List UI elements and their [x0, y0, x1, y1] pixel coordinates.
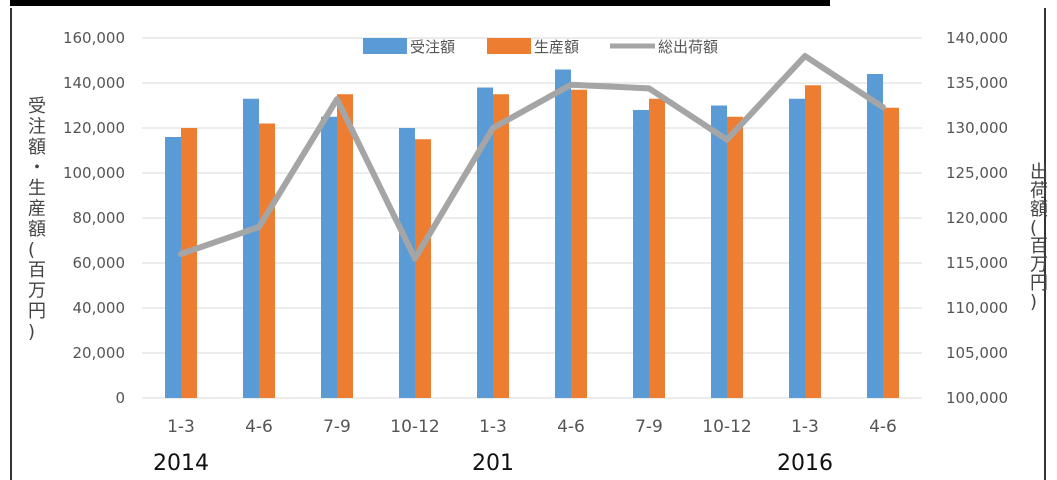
- year-label: 2016: [777, 451, 833, 476]
- bar-orders: [243, 98, 259, 398]
- left-axis-title: 受注額・生産額(百万円): [28, 96, 46, 343]
- bar-orders: [165, 137, 181, 398]
- bar-production: [883, 107, 899, 398]
- category-label: 1-3: [479, 417, 507, 437]
- right-tick-label: 120,000: [946, 209, 1008, 227]
- bar-production: [649, 98, 665, 398]
- bar-production: [727, 116, 743, 398]
- left-tick-label: 140,000: [63, 74, 125, 92]
- left-tick-label: 100,000: [63, 164, 125, 182]
- bar-orders: [711, 105, 727, 398]
- left-axis-ticks: 0 20,000 40,000 60,000 80,000 100,000 120,000 1…: [63, 29, 125, 407]
- bar-orders: [633, 110, 649, 398]
- right-tick-label: 140,000: [946, 29, 1008, 47]
- right-tick-label: 115,000: [946, 254, 1008, 272]
- bars: [165, 69, 899, 398]
- line-shipments: [178, 53, 886, 262]
- left-tick-label: 20,000: [73, 344, 126, 362]
- bar-production: [805, 85, 821, 398]
- left-tick-label: 80,000: [73, 209, 126, 227]
- category-label: 7-9: [323, 417, 351, 437]
- category-label: 1-3: [167, 417, 195, 437]
- left-tick-label: 160,000: [63, 29, 125, 47]
- right-tick-label: 125,000: [946, 164, 1008, 182]
- bar-orders: [321, 116, 337, 398]
- bar-production: [259, 123, 275, 398]
- bar-production: [181, 128, 197, 398]
- category-label: 10-12: [390, 417, 439, 437]
- bar-orders: [555, 69, 571, 398]
- category-label: 4-6: [869, 417, 897, 437]
- bar-orders: [477, 87, 493, 398]
- line-series: [178, 53, 886, 262]
- chart-frame: [10, 8, 1046, 480]
- right-tick-label: 135,000: [946, 74, 1008, 92]
- year-label: 2014: [153, 451, 209, 476]
- category-label: 4-6: [245, 417, 273, 437]
- right-tick-label: 110,000: [946, 299, 1008, 317]
- right-tick-label: 100,000: [946, 389, 1008, 407]
- legend-swatch-production: [487, 38, 531, 54]
- category-label: 7-9: [635, 417, 663, 437]
- bar-production: [415, 139, 431, 398]
- bar-orders: [399, 128, 415, 398]
- category-label: 4-6: [557, 417, 585, 437]
- bar-orders: [867, 74, 883, 398]
- year-labels: 2014 201 2016: [153, 451, 833, 476]
- top-border-bar: [10, 0, 830, 6]
- left-tick-label: 0: [115, 389, 125, 407]
- left-tick-label: 60,000: [73, 254, 126, 272]
- year-label: 201: [472, 451, 514, 476]
- category-labels: 1-3 4-6 7-9 10-12 1-3 4-6 7-9 10-12 1-3 4-6: [167, 417, 897, 437]
- right-axis-title: 出荷額(百万円): [1030, 162, 1048, 313]
- legend-swatch-orders: [363, 38, 407, 54]
- left-tick-label: 120,000: [63, 119, 125, 137]
- legend: 受注額 生産額 総出荷額: [363, 38, 718, 56]
- right-tick-label: 105,000: [946, 344, 1008, 362]
- bar-orders: [789, 98, 805, 398]
- right-axis-ticks: 100,000 105,000 110,000 115,000 120,000 125,0…: [946, 29, 1008, 407]
- legend-label-shipments: 総出荷額: [658, 38, 718, 56]
- right-tick-label: 130,000: [946, 119, 1008, 137]
- bar-production: [493, 94, 509, 398]
- legend-label-orders: 受注額: [410, 38, 455, 56]
- bar-production: [571, 89, 587, 398]
- legend-label-production: 生産額: [534, 38, 579, 56]
- left-tick-label: 40,000: [73, 299, 126, 317]
- category-label: 1-3: [791, 417, 819, 437]
- category-label: 10-12: [702, 417, 751, 437]
- bar-production: [337, 94, 353, 398]
